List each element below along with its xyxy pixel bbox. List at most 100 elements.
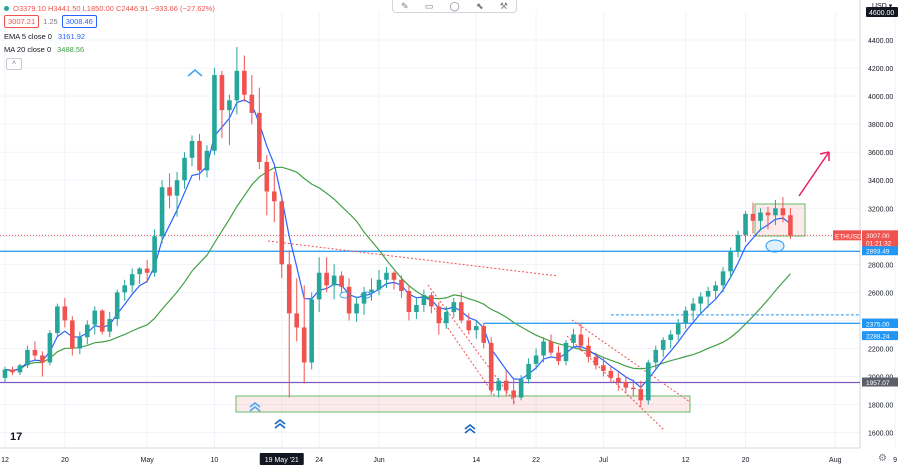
candle-body <box>750 213 756 221</box>
candle-body <box>346 286 352 314</box>
price-badge-label: 2893.49 <box>866 249 890 256</box>
drawing-toolbar: ✎ ▭ ◯ ⬉ ⚒ <box>392 0 517 13</box>
candle-body <box>227 100 232 111</box>
candle-body <box>556 352 561 362</box>
candle-body <box>436 306 442 324</box>
bid-ask-row: 3007.21 1.25 3008.46 <box>4 15 97 28</box>
price-axis: 1600.001800.002000.002200.002400.002600.… <box>868 38 893 438</box>
circle-icon[interactable]: ◯ <box>449 0 460 11</box>
candle-body <box>264 162 270 192</box>
candle-body <box>496 380 501 391</box>
candle-body <box>713 285 718 291</box>
candle-body <box>571 334 576 343</box>
candle-body <box>758 212 763 221</box>
y-tick-label: 2800.00 <box>868 262 893 269</box>
candle-body <box>339 275 344 287</box>
arrow-icon[interactable]: ⬉ <box>475 0 484 11</box>
candle-body <box>466 320 472 331</box>
candle-body <box>488 342 494 391</box>
top-price-label: 4600.00 <box>869 10 894 17</box>
candles <box>2 47 793 408</box>
y-tick-label: 2600.00 <box>868 290 893 297</box>
candle-body <box>376 279 382 290</box>
currency-selector[interactable]: USD ▾ <box>872 3 893 10</box>
x-tick-label: 19 May '21 <box>265 457 299 464</box>
candle-body <box>114 292 120 320</box>
candle-body <box>638 389 644 401</box>
candle-body <box>698 296 703 304</box>
candle-body <box>481 326 487 343</box>
rectangle-icon[interactable]: ▭ <box>424 0 434 11</box>
chevron-up-icon <box>187 68 203 77</box>
candle-body <box>705 290 711 297</box>
candle-body <box>271 191 277 202</box>
candle-body <box>182 157 187 181</box>
x-tick-label: 9 <box>893 457 897 464</box>
x-tick-label: Jul <box>599 457 608 464</box>
candle-body <box>324 272 329 286</box>
candle-body <box>788 215 793 236</box>
y-tick-label: 4400.00 <box>868 38 893 45</box>
candle-body <box>473 326 479 331</box>
collapse-legend-button[interactable]: ˄ <box>6 58 22 70</box>
candle-body <box>25 349 30 366</box>
highlight-ellipse <box>360 291 372 299</box>
spread-value: 1.25 <box>43 17 58 26</box>
candle-body <box>47 333 53 363</box>
trend-line <box>566 335 665 431</box>
pencil-icon[interactable]: ✎ <box>401 0 409 11</box>
trend-line <box>267 240 559 277</box>
top-price-badge <box>866 7 898 17</box>
candle-body <box>234 70 240 101</box>
candle-body <box>563 342 569 362</box>
candle-body <box>294 313 300 328</box>
x-tick-label: 22 <box>532 457 540 464</box>
candle-body <box>384 272 389 280</box>
candle-body <box>55 306 60 334</box>
double-chevron-up-icon <box>464 423 476 430</box>
ohlc-values: O3379.10 H3441.50 L1850.00 C2446.91 −933… <box>13 3 215 13</box>
x-tick-label: 12 <box>1 457 9 464</box>
candle-body <box>316 272 322 300</box>
price-badge-label: 2288.24 <box>866 334 890 341</box>
x-tick-label: May <box>141 457 155 464</box>
candle-body <box>331 275 337 286</box>
support-zone <box>235 395 691 413</box>
candle-body <box>174 180 180 196</box>
candle-body <box>429 295 434 307</box>
sell-price-button[interactable]: 3007.21 <box>4 15 40 28</box>
candle-body <box>137 268 142 275</box>
candle-body <box>144 268 150 273</box>
candle-body <box>167 187 172 196</box>
candle-body <box>780 208 786 216</box>
candle-body <box>99 310 105 332</box>
x-tick-label: 14 <box>472 457 480 464</box>
candle-body <box>369 289 374 293</box>
candle-body <box>70 320 75 349</box>
ma20-line <box>4 166 791 372</box>
candle-body <box>197 140 202 171</box>
indicator-ma[interactable]: MA 20 close 0 3488.56 <box>4 45 84 54</box>
candle-body <box>249 94 255 113</box>
forecast-arrowhead <box>819 151 830 161</box>
y-tick-label: 2200.00 <box>868 346 893 353</box>
tools-icon[interactable]: ⚒ <box>499 0 508 11</box>
candle-body <box>518 379 524 398</box>
candle-body <box>152 236 157 273</box>
candle-body <box>354 303 359 314</box>
double-chevron-up-icon <box>249 401 261 408</box>
candle-body <box>601 365 606 371</box>
currency-label: USD <box>872 3 887 10</box>
symbol-tag <box>833 230 861 241</box>
y-tick-label: 4000.00 <box>868 94 893 101</box>
candle-body <box>735 234 741 252</box>
double-chevron-up-icon <box>249 405 261 412</box>
candle-body <box>690 303 696 311</box>
gear-icon[interactable]: ⚙ <box>878 453 887 464</box>
candle-body <box>660 340 666 350</box>
candle-body <box>675 323 681 335</box>
x-tick-label: 20 <box>742 457 750 464</box>
buy-price-button[interactable]: 3008.46 <box>61 15 97 28</box>
indicator-ema[interactable]: EMA 5 close 0 3161.92 <box>4 32 85 41</box>
